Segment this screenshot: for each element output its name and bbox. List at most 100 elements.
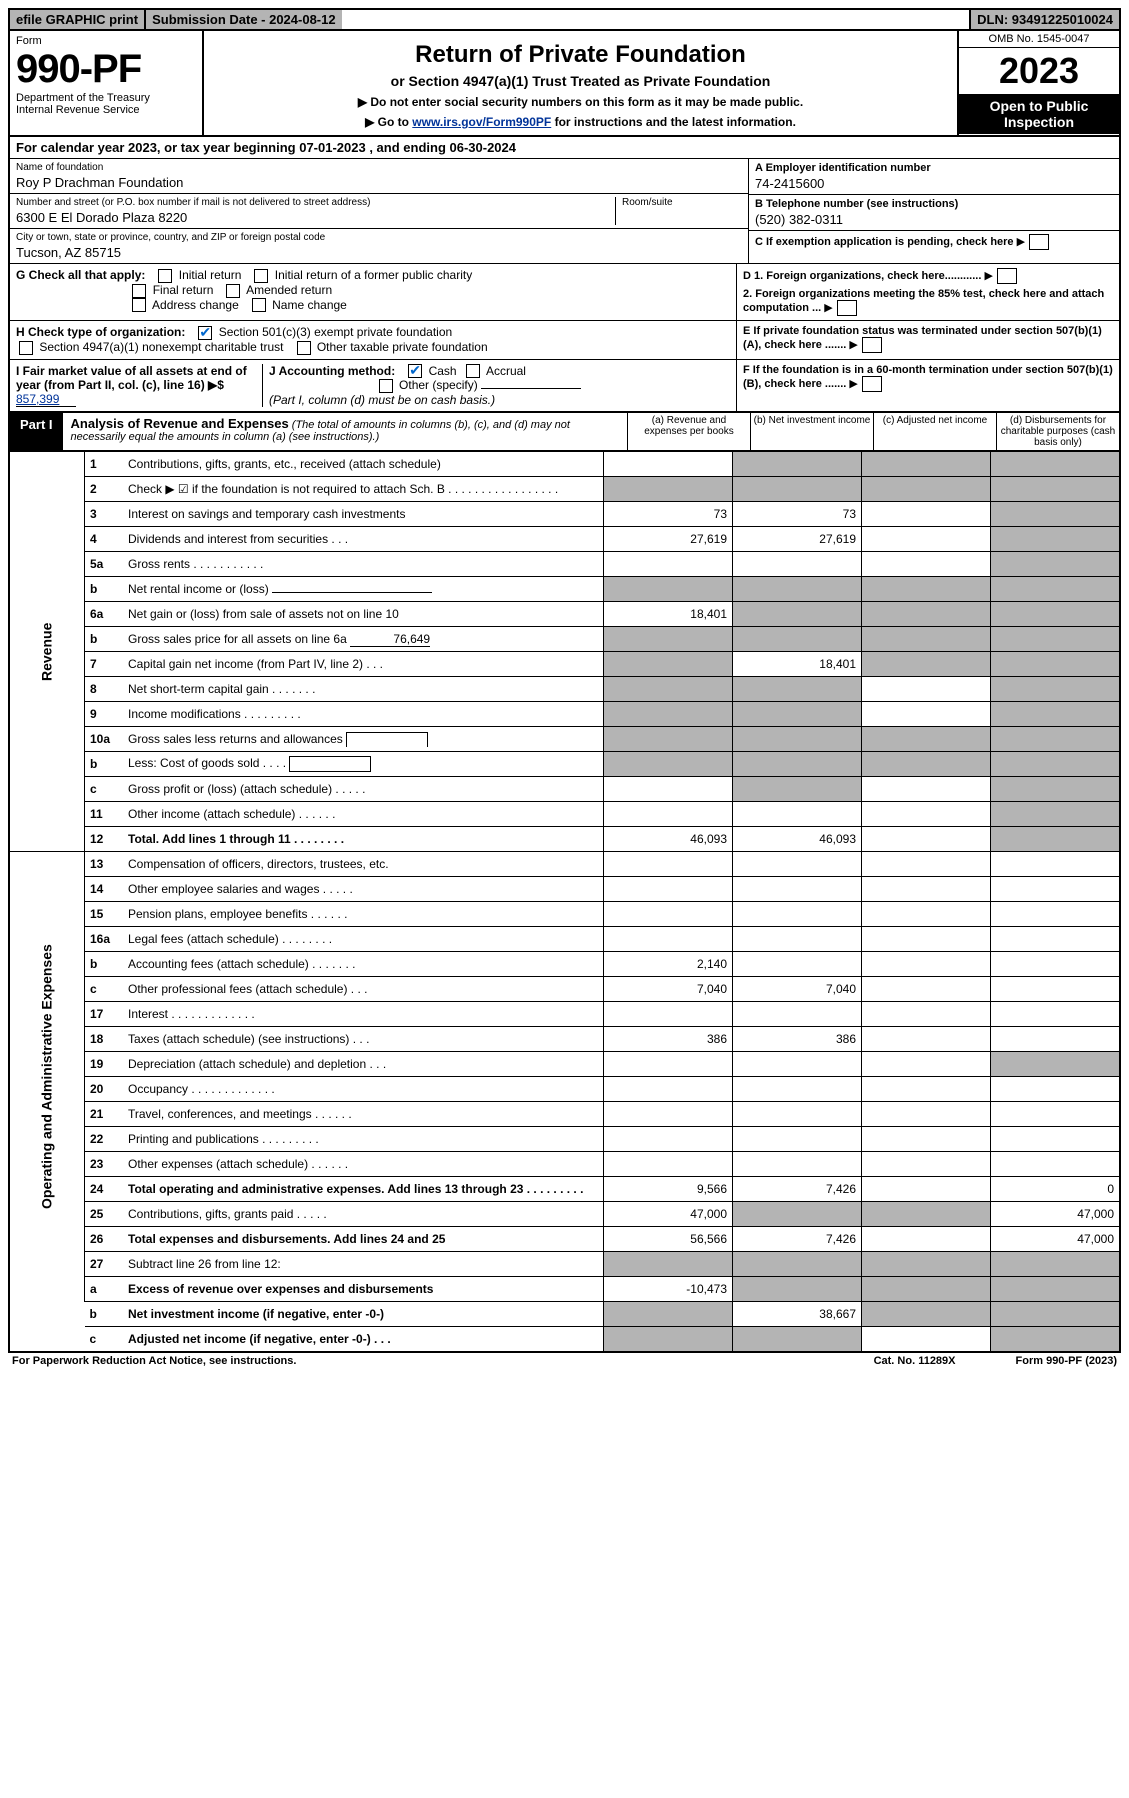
cb-initial-return[interactable] <box>158 269 172 283</box>
desc-16a: Legal fees (attach schedule) . . . . . .… <box>123 927 604 952</box>
revenue-label: Revenue <box>9 452 85 852</box>
h-section: H Check type of organization: Section 50… <box>10 321 736 359</box>
ln-1: 1 <box>85 452 124 477</box>
part1-title: Analysis of Revenue and Expenses <box>71 416 289 431</box>
cb-initial-former[interactable] <box>254 269 268 283</box>
g-o4: Amended return <box>246 283 332 297</box>
g-o6: Name change <box>272 298 347 312</box>
i-label: I Fair market value of all assets at end… <box>16 364 247 392</box>
tax-year: 2023 <box>959 48 1119 94</box>
col-d-head: (d) Disbursements for charitable purpose… <box>996 413 1119 450</box>
header-right: OMB No. 1545-0047 2023 Open to Public In… <box>957 31 1119 135</box>
row-18: 18Taxes (attach schedule) (see instructi… <box>9 1027 1120 1052</box>
f-label: F If the foundation is in a 60-month ter… <box>743 364 1113 390</box>
amt-4b: 27,619 <box>733 527 862 552</box>
ij-section: I Fair market value of all assets at end… <box>10 360 736 412</box>
exemption-checkbox[interactable] <box>1029 234 1049 250</box>
ln-19: 19 <box>85 1052 124 1077</box>
ln-14: 14 <box>85 877 124 902</box>
form-header: Form 990-PF Department of the Treasury I… <box>8 31 1121 137</box>
ln-10a: 10a <box>85 727 124 752</box>
form-label: Form <box>16 35 196 47</box>
dept-label: Department of the Treasury <box>16 92 196 104</box>
col-a-head: (a) Revenue and expenses per books <box>627 413 750 450</box>
ln-23: 23 <box>85 1152 124 1177</box>
f-section: F If the foundation is in a 60-month ter… <box>736 360 1119 412</box>
row-16c: cOther professional fees (attach schedul… <box>9 977 1120 1002</box>
cb-other-method[interactable] <box>379 379 393 393</box>
j-cash: Cash <box>429 364 457 378</box>
d2-label: 2. Foreign organizations meeting the 85%… <box>743 288 1104 314</box>
cb-4947a1[interactable] <box>19 341 33 355</box>
cb-final-return[interactable] <box>132 284 146 298</box>
efile-label[interactable]: efile GRAPHIC print <box>10 10 144 29</box>
ln-5b: b <box>85 577 124 602</box>
desc-16b: Accounting fees (attach schedule) . . . … <box>123 952 604 977</box>
ln-11: 11 <box>85 802 124 827</box>
desc-27a: Excess of revenue over expenses and disb… <box>123 1277 604 1302</box>
ln-5a: 5a <box>85 552 124 577</box>
desc-25: Contributions, gifts, grants paid . . . … <box>123 1202 604 1227</box>
part-tag: Part I <box>10 413 63 450</box>
row-3: 3 Interest on savings and temporary cash… <box>9 502 1120 527</box>
desc-17: Interest . . . . . . . . . . . . . <box>123 1002 604 1027</box>
cb-address-change[interactable] <box>132 298 146 312</box>
row-i-j-f: I Fair market value of all assets at end… <box>8 360 1121 414</box>
ein-value: 74-2415600 <box>755 174 1113 191</box>
cb-85-test[interactable] <box>837 300 857 316</box>
irs-label: Internal Revenue Service <box>16 104 196 116</box>
h-o1: Section 501(c)(3) exempt private foundat… <box>219 325 452 339</box>
desc-10c: Gross profit or (loss) (attach schedule)… <box>123 777 604 802</box>
amt-26d: 47,000 <box>991 1227 1121 1252</box>
d1-label: D 1. Foreign organizations, check here..… <box>743 270 981 282</box>
ln-27c: c <box>85 1327 124 1353</box>
desc-23: Other expenses (attach schedule) . . . .… <box>123 1152 604 1177</box>
note2-post: for instructions and the latest informat… <box>551 115 796 129</box>
address-cell: Number and street (or P.O. box number if… <box>10 194 748 229</box>
row-2: 2 Check ▶ ☑ if the foundation is not req… <box>9 477 1120 502</box>
ln-20: 20 <box>85 1077 124 1102</box>
addr-label: Number and street (or P.O. box number if… <box>16 197 615 208</box>
cb-name-change[interactable] <box>252 298 266 312</box>
desc-6a: Net gain or (loss) from sale of assets n… <box>123 602 604 627</box>
row-1: Revenue 1 Contributions, gifts, grants, … <box>9 452 1120 477</box>
row-21: 21Travel, conferences, and meetings . . … <box>9 1102 1120 1127</box>
cb-60month[interactable] <box>862 376 882 392</box>
phone-cell: B Telephone number (see instructions) (5… <box>749 195 1119 231</box>
amt-25d: 47,000 <box>991 1202 1121 1227</box>
cb-amended-return[interactable] <box>226 284 240 298</box>
amt-3a: 73 <box>604 502 733 527</box>
desc-27b: Net investment income (if negative, ente… <box>123 1302 604 1327</box>
exemption-label: C If exemption application is pending, c… <box>755 236 1014 248</box>
ln-6b: b <box>85 627 124 652</box>
row-15: 15Pension plans, employee benefits . . .… <box>9 902 1120 927</box>
form-note2: ▶ Go to www.irs.gov/Form990PF for instru… <box>210 115 951 129</box>
desc-24: Total operating and administrative expen… <box>123 1177 604 1202</box>
ln-27b: b <box>85 1302 124 1327</box>
desc-10b: Less: Cost of goods sold . . . . <box>123 752 604 777</box>
ln-9: 9 <box>85 702 124 727</box>
fmv-value[interactable]: 857,399 <box>16 392 76 407</box>
desc-20: Occupancy . . . . . . . . . . . . . <box>123 1077 604 1102</box>
city-cell: City or town, state or province, country… <box>10 229 748 263</box>
row-10b: b Less: Cost of goods sold . . . . <box>9 752 1120 777</box>
ln-7: 7 <box>85 652 124 677</box>
header-left: Form 990-PF Department of the Treasury I… <box>10 31 204 135</box>
d-section: D 1. Foreign organizations, check here..… <box>736 264 1119 320</box>
page-footer: For Paperwork Reduction Act Notice, see … <box>8 1353 1121 1369</box>
ln-4: 4 <box>85 527 124 552</box>
cb-foreign-org[interactable] <box>997 268 1017 284</box>
cb-accrual[interactable] <box>466 364 480 378</box>
cb-terminated[interactable] <box>862 337 882 353</box>
cb-cash[interactable] <box>408 364 422 378</box>
g-o5: Address change <box>152 298 239 312</box>
cb-other-taxable[interactable] <box>297 341 311 355</box>
amt-27aa: -10,473 <box>604 1277 733 1302</box>
irs-link[interactable]: www.irs.gov/Form990PF <box>412 115 551 129</box>
footer-right: Form 990-PF (2023) <box>1016 1355 1117 1367</box>
desc-7: Capital gain net income (from Part IV, l… <box>123 652 604 677</box>
desc-10a: Gross sales less returns and allowances <box>123 727 604 752</box>
amt-12a: 46,093 <box>604 827 733 852</box>
cb-501c3[interactable] <box>198 326 212 340</box>
row-23: 23Other expenses (attach schedule) . . .… <box>9 1152 1120 1177</box>
